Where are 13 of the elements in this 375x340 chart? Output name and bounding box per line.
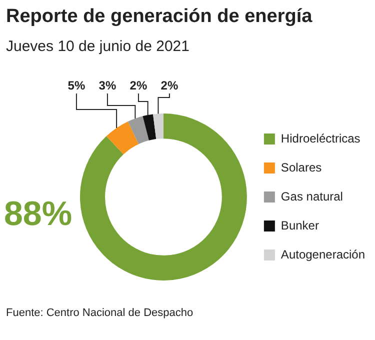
source-note: Fuente: Centro Nacional de Despacho <box>5 306 194 319</box>
chart-title: Reporte de generación de energía <box>5 5 314 28</box>
legend-label: Gas natural <box>280 189 343 204</box>
legend-label: Bunker <box>280 218 319 232</box>
chart-subtitle: Jueves 10 de junio de 2021 <box>5 37 190 55</box>
data-label: 5% <box>68 78 86 93</box>
legend-label: Autogeneración <box>280 247 366 262</box>
data-label: 3% <box>98 78 116 93</box>
legend-label: Solares <box>280 160 322 174</box>
legend-label: Hidroeléctricas <box>280 131 360 146</box>
data-label: 2% <box>160 78 178 93</box>
data-label: 2% <box>130 78 148 93</box>
data-label: 88% <box>4 195 72 233</box>
